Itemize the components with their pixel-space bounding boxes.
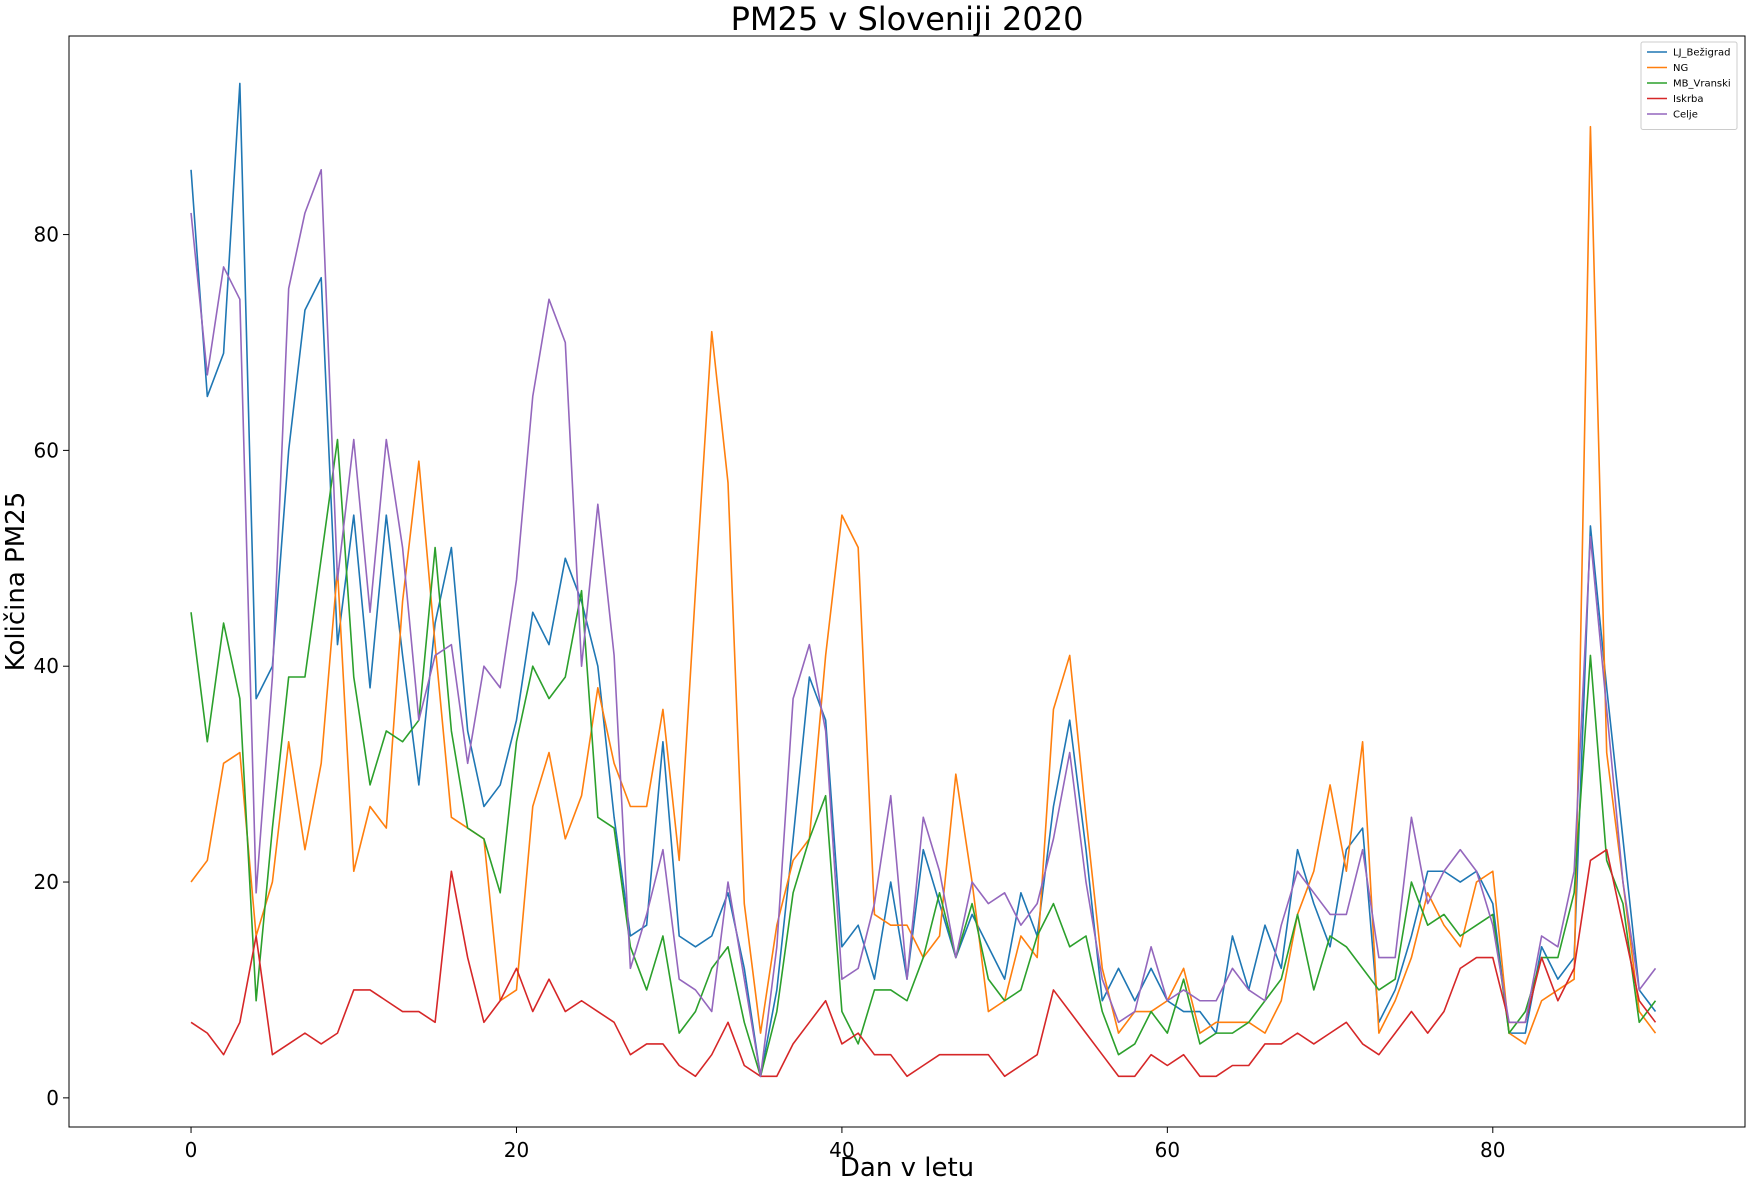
legend-label: LJ_Bežigrad [1673, 47, 1731, 59]
legend-label: Iskrba [1673, 94, 1704, 105]
legend-label: MB_Vranski [1673, 79, 1731, 90]
y-tick-label: 20 [34, 870, 59, 894]
series-layer [190, 82, 1657, 1078]
x-tick-label: 60 [1155, 1138, 1180, 1162]
x-axis: 0 20 40 60 80 [185, 1127, 1506, 1162]
plot-frame [68, 35, 1746, 1128]
x-axis-title: Dan v letu [840, 1153, 974, 1183]
x-tick-label: 0 [185, 1138, 198, 1162]
series-line-2 [190, 438, 1657, 1078]
series-line-4 [190, 169, 1657, 1078]
y-tick-label: 40 [34, 654, 59, 678]
series-line-0 [190, 82, 1657, 1078]
y-axis-title: Količina PM25 [1, 492, 31, 672]
y-axis: 0 20 40 60 80 [34, 223, 69, 1110]
x-tick-label: 20 [504, 1138, 529, 1162]
series-line-3 [190, 848, 1657, 1078]
y-tick-label: 80 [34, 223, 59, 247]
legend-label: NG [1673, 63, 1688, 74]
chart-title: PM25 v Sloveniji 2020 [731, 0, 1084, 38]
legend: LJ_Bežigrad NG MB_Vranski Iskrba Celje [1640, 41, 1738, 130]
legend-label: Celje [1673, 110, 1698, 121]
x-tick-label: 40 [829, 1138, 854, 1162]
y-tick-label: 0 [46, 1086, 59, 1110]
legend-box [1640, 41, 1738, 130]
y-tick-label: 60 [34, 438, 59, 462]
x-tick-label: 80 [1480, 1138, 1505, 1162]
